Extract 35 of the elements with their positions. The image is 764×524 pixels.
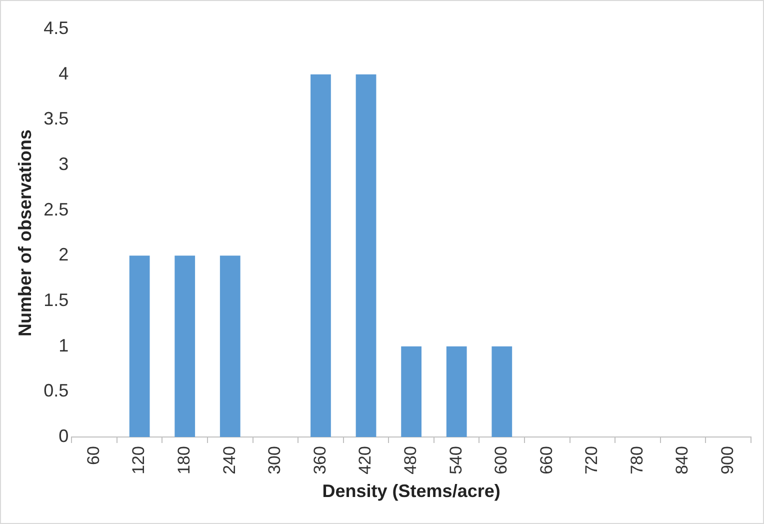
x-tick-label: 300	[265, 446, 284, 474]
x-tick-label: 600	[492, 446, 511, 474]
y-axis-title: Number of observations	[14, 129, 35, 337]
y-tick-label: 1.5	[44, 290, 69, 310]
y-tick-label: 2.5	[44, 199, 69, 220]
x-tick-label: 720	[582, 446, 602, 474]
x-tick-label: 360	[310, 446, 330, 474]
bar	[310, 74, 331, 438]
x-tick-label: 420	[356, 446, 375, 474]
x-tick-label: 900	[718, 446, 738, 474]
x-tick-label: 780	[627, 446, 646, 474]
y-tick-label: 0	[58, 426, 69, 446]
y-tick-label: 2	[58, 244, 69, 265]
bar	[356, 74, 376, 438]
bar	[129, 256, 150, 438]
x-tick-label: 120	[129, 446, 148, 474]
x-tick-label: 660	[536, 446, 556, 474]
x-axis-title: Density (Stems/acre)	[322, 481, 500, 502]
y-tick-label: 0.5	[44, 380, 69, 401]
x-tick-label: 180	[174, 446, 194, 474]
y-tick-label: 4	[58, 63, 69, 84]
x-tick-label: 480	[401, 446, 420, 474]
x-tick-label: 840	[672, 446, 692, 474]
bar	[492, 346, 512, 438]
x-tick-label: 540	[446, 446, 466, 474]
y-tick-label: 4.5	[44, 18, 69, 38]
bar	[446, 346, 467, 438]
x-tick-label: 60	[84, 446, 103, 465]
y-tick-label: 1	[58, 335, 69, 356]
bar	[174, 256, 196, 438]
y-tick-label: 3	[58, 154, 69, 174]
y-tick-label: 3.5	[44, 108, 69, 129]
bar	[401, 346, 422, 438]
bar	[220, 256, 240, 438]
x-tick-label: 240	[220, 446, 239, 474]
